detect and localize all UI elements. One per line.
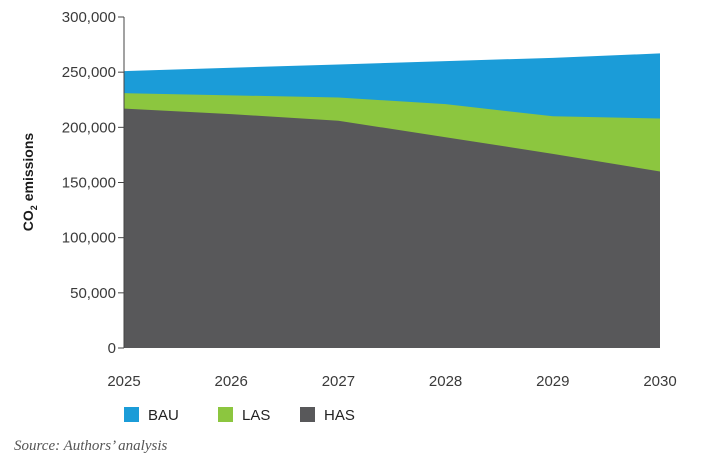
area-has <box>124 108 660 349</box>
area-series-group <box>124 53 660 349</box>
legend-swatch-las <box>218 407 233 422</box>
x-tick-label: 2028 <box>429 373 462 390</box>
x-tick-label: 2027 <box>322 373 355 390</box>
x-axis-ticks: 2025 2026 2027 2028 2029 2030 <box>107 373 676 390</box>
legend-label-has: HAS <box>324 407 355 424</box>
y-tick-label: 150,000 <box>62 175 116 192</box>
y-tick-label: 50,000 <box>70 285 116 302</box>
y-axis-title: CO2 emissions <box>20 133 39 232</box>
y-tick-label: 0 <box>108 340 116 357</box>
source-note: Source: Authors’ analysis <box>14 438 168 454</box>
x-tick-label: 2029 <box>536 373 569 390</box>
x-tick-label: 2030 <box>643 373 676 390</box>
y-tick-label: 300,000 <box>62 9 116 26</box>
y-tick-label: 100,000 <box>62 230 116 247</box>
x-tick-label: 2025 <box>107 373 140 390</box>
y-axis-ticks: 0 50,000 100,000 150,000 200,000 250,000 300,0… <box>62 9 124 357</box>
x-tick-label: 2026 <box>215 373 248 390</box>
legend-label-las: LAS <box>242 407 270 424</box>
y-tick-label: 200,000 <box>62 119 116 136</box>
legend-swatch-bau <box>124 407 139 422</box>
y-tick-label: 250,000 <box>62 64 116 81</box>
legend: BAU LAS HAS <box>124 407 355 424</box>
legend-label-bau: BAU <box>148 407 179 424</box>
legend-swatch-has <box>300 407 315 422</box>
